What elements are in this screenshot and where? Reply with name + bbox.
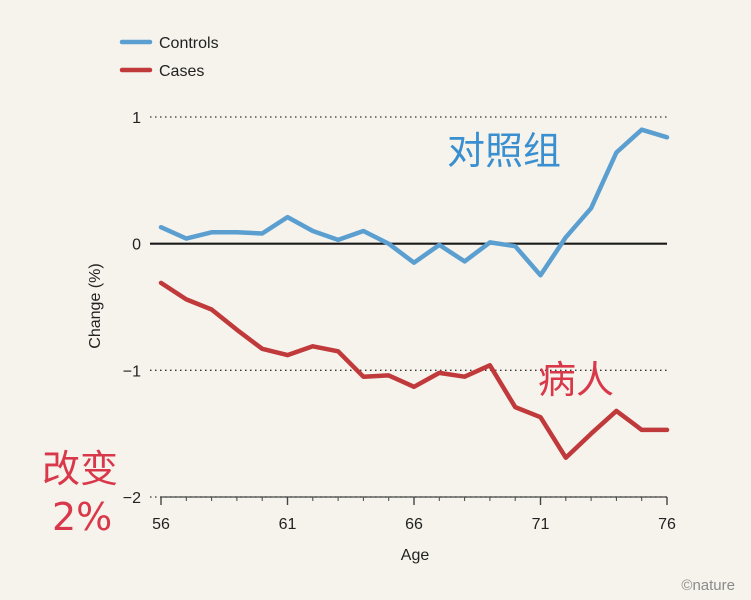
annotation-two-percent: 2% [52, 495, 112, 539]
series-line-controls [158, 127, 670, 278]
legend: Controls Cases [119, 35, 219, 80]
x-tick-label: 66 [405, 516, 423, 533]
series-lines [158, 127, 670, 460]
nature-credit: ©nature [681, 577, 735, 594]
annotation-patients: 病人 [538, 358, 614, 402]
x-axis-title: Age [401, 547, 430, 564]
y-tick-label: −1 [123, 363, 141, 380]
x-tick-label: 76 [658, 516, 676, 533]
y-tick-label: 1 [132, 110, 141, 127]
y-axis-title: Change (%) [87, 263, 104, 348]
x-tick-label: 71 [532, 516, 550, 533]
x-axis: 56 61 66 71 76 [152, 496, 676, 533]
annotation-change: 改变 [42, 447, 118, 491]
y-tick-label: 0 [132, 237, 141, 254]
annotation-control-group: 对照组 [447, 129, 561, 173]
legend-label-cases: Cases [159, 63, 204, 80]
y-axis: 1 0 −1 −2 [123, 110, 141, 507]
gridlines [150, 116, 667, 498]
legend-label-controls: Controls [159, 35, 219, 52]
y-tick-label: −2 [123, 490, 141, 507]
series-line-cases [158, 280, 670, 460]
x-tick-label: 61 [279, 516, 297, 533]
x-tick-label: 56 [152, 516, 170, 533]
